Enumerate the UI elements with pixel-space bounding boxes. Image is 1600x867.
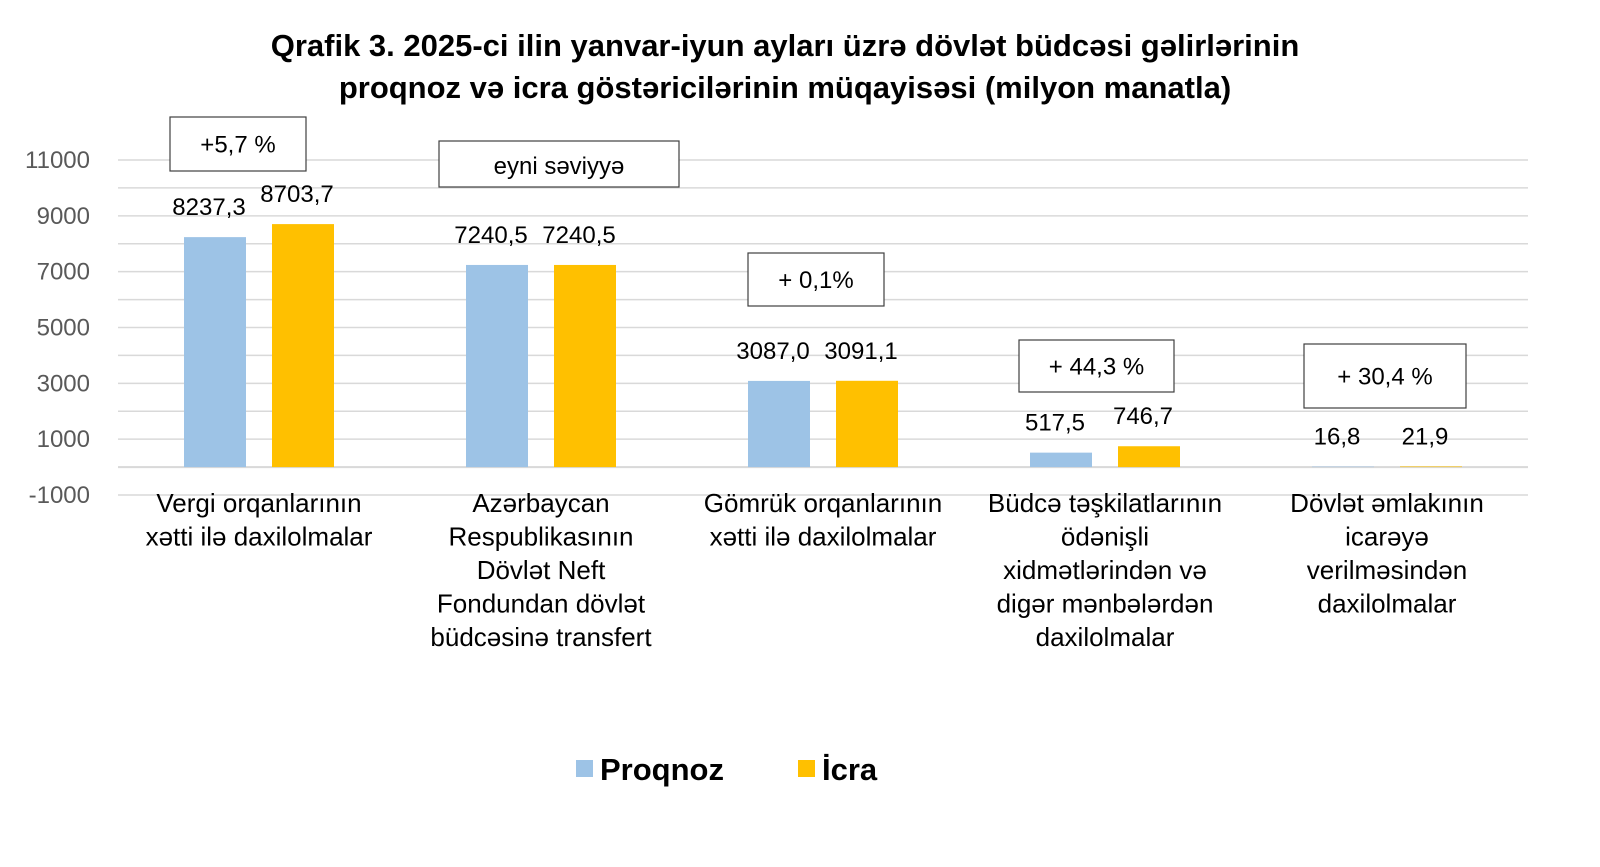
category-label: daxilolmalar bbox=[1036, 622, 1175, 652]
annotation-label: + 44,3 % bbox=[1049, 354, 1144, 381]
annotation-box bbox=[438, 140, 680, 188]
category-label: Dövlət Neft bbox=[477, 555, 606, 585]
category-label: Azərbaycan bbox=[472, 488, 609, 518]
y-tick-label: -1000 bbox=[29, 482, 90, 509]
bar-icra-0 bbox=[272, 224, 334, 468]
annotation-label: +5,7 % bbox=[200, 132, 275, 159]
data-label: 517,5 bbox=[1025, 410, 1085, 437]
legend-swatch-0 bbox=[576, 760, 593, 777]
bar-proqnoz-0 bbox=[184, 237, 246, 468]
y-tick-label: 3000 bbox=[37, 370, 90, 397]
bar-icra-2 bbox=[836, 380, 898, 468]
category-label: Dövlət əmlakının bbox=[1290, 488, 1484, 518]
gridlines bbox=[118, 159, 1528, 496]
y-tick-label: 11000 bbox=[25, 147, 90, 174]
category-label: icarəyə bbox=[1345, 522, 1429, 552]
category-label: büdcəsinə transfert bbox=[430, 622, 652, 652]
annotations: +5,7 % eyni səviyyə + 0,1% + 44,3 % + 30,4 % bbox=[169, 116, 1467, 409]
data-label: 8237,3 bbox=[172, 194, 245, 221]
category-label: Gömrük orqanlarının bbox=[704, 488, 942, 518]
legend-label: İcra bbox=[822, 752, 878, 787]
data-label: 7240,5 bbox=[542, 222, 615, 249]
legend-label: Proqnoz bbox=[600, 752, 724, 787]
y-tick-label: 9000 bbox=[37, 203, 90, 230]
annotation-label: + 30,4 % bbox=[1337, 364, 1432, 391]
category-label: daxilolmalar bbox=[1318, 589, 1457, 619]
y-axis: -1000 1000 3000 5000 7000 9000 11000 bbox=[25, 147, 90, 509]
y-tick-label: 7000 bbox=[37, 259, 90, 286]
x-axis-categories: Vergi orqanlarının xətti ilə daxilolmalar… bbox=[146, 488, 1484, 652]
legend-swatch-1 bbox=[798, 760, 815, 777]
bar-icra-3 bbox=[1118, 446, 1180, 468]
category-label: Büdcə təşkilatlarının bbox=[988, 488, 1222, 518]
annotation-box bbox=[1018, 339, 1175, 393]
annotation-box bbox=[169, 116, 307, 172]
category-label: verilməsindən bbox=[1307, 555, 1467, 585]
bar-proqnoz-3 bbox=[1030, 452, 1092, 468]
annotation-box bbox=[1303, 343, 1467, 409]
bars bbox=[184, 224, 1462, 468]
data-label: 16,8 bbox=[1314, 424, 1361, 451]
category-label: Respublikasının bbox=[449, 522, 634, 552]
bar-proqnoz-4 bbox=[1312, 466, 1374, 468]
bar-proqnoz-1 bbox=[466, 264, 528, 468]
category-label: ödənişli bbox=[1061, 522, 1149, 552]
data-label: 7240,5 bbox=[454, 222, 527, 249]
data-label: 8703,7 bbox=[260, 181, 333, 208]
category-label: xətti ilə daxilolmalar bbox=[146, 522, 373, 552]
data-label: 21,9 bbox=[1402, 423, 1449, 450]
category-label: digər mənbələrdən bbox=[997, 589, 1214, 619]
data-labels: 8237,3 7240,5 3087,0 517,5 16,8 8703,7 7240,5 3… bbox=[172, 181, 1448, 451]
chart-title-line: proqnoz və icra göstəricilərinin müqayis… bbox=[339, 70, 1231, 105]
category-label: xətti ilə daxilolmalar bbox=[710, 522, 937, 552]
annotation-box bbox=[747, 252, 885, 307]
y-tick-label: 5000 bbox=[37, 315, 90, 342]
chart-title: Qrafik 3. 2025-ci ilin yanvar-iyun aylar… bbox=[271, 28, 1300, 105]
data-label: 3087,0 bbox=[736, 338, 809, 365]
y-tick-label: 1000 bbox=[37, 426, 90, 453]
bar-icra-4 bbox=[1400, 466, 1462, 468]
bar-proqnoz-2 bbox=[748, 380, 810, 468]
bar-icra-1 bbox=[554, 264, 616, 468]
category-label: Fondundan dövlət bbox=[437, 589, 646, 619]
data-label: 746,7 bbox=[1113, 403, 1173, 430]
legend: Proqnoz İcra bbox=[576, 752, 878, 787]
category-label: xidmətlərindən və bbox=[1003, 555, 1207, 585]
data-label: 3091,1 bbox=[824, 338, 897, 365]
annotation-label: eyni səviyyə bbox=[494, 153, 625, 180]
category-label: Vergi orqanlarının bbox=[156, 488, 361, 518]
annotation-label: + 0,1% bbox=[778, 267, 853, 294]
chart-title-line: Qrafik 3. 2025-ci ilin yanvar-iyun aylar… bbox=[271, 28, 1300, 63]
